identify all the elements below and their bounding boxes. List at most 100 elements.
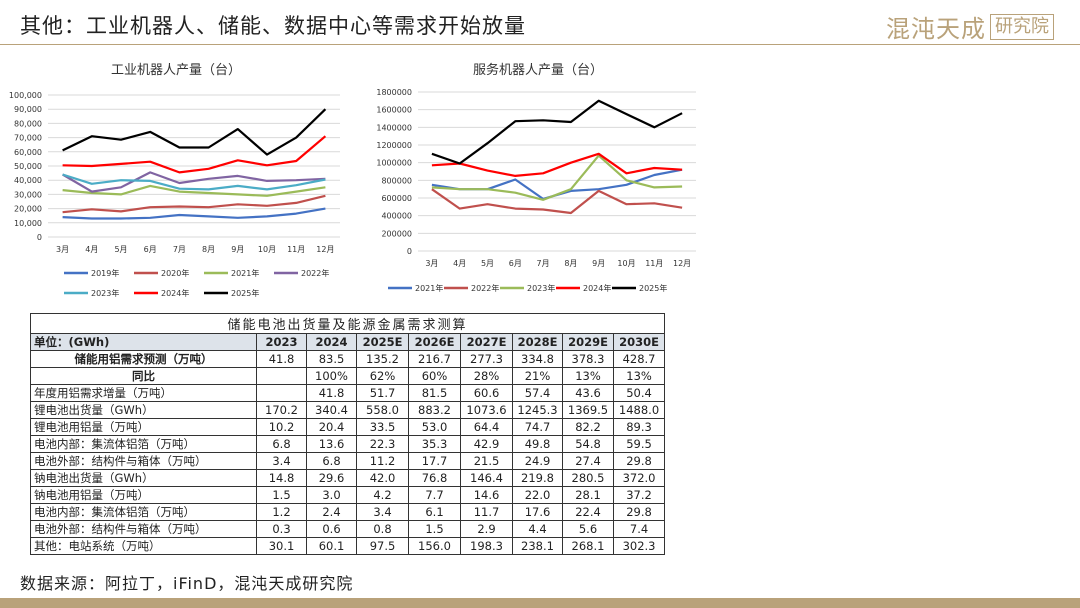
series-line-2023年 [431, 154, 683, 201]
column-header-year: 2028E [512, 333, 563, 351]
table-cell: 428.7 [612, 350, 666, 368]
table-cell: 54.8 [562, 435, 614, 453]
chart-title: 工业机器人产量（台） [111, 63, 241, 78]
table-cell [256, 367, 307, 385]
table-cell: 29.8 [612, 452, 666, 470]
legend-label: 2023年 [91, 288, 119, 298]
table-cell: 6.1 [408, 503, 461, 521]
table-cell: 97.5 [356, 537, 409, 555]
table-cell: 100% [306, 367, 357, 385]
x-tick-label: 9月 [592, 259, 605, 268]
row-label: 电池内部：集流体铝箔（万吨） [30, 503, 257, 521]
table-cell: 89.3 [612, 418, 666, 436]
data-source-note: 数据来源：阿拉丁，iFinD，混沌天成研究院 [20, 574, 354, 593]
table-cell: 558.0 [356, 401, 409, 419]
y-tick-label: 400000 [381, 212, 412, 221]
table-cell: 268.1 [562, 537, 614, 555]
y-tick-label: 1000000 [376, 159, 412, 168]
series-line-2020年 [62, 194, 326, 214]
y-tick-label: 40,000 [14, 176, 42, 185]
table-cell: 216.7 [408, 350, 461, 368]
y-tick-label: 50,000 [14, 162, 42, 171]
table-cell: 1.5 [408, 520, 461, 538]
page-title: 其他：工业机器人、储能、数据中心等需求开始放量 [20, 14, 526, 38]
column-header-year: 2025E [356, 333, 409, 351]
legend-label: 2024年 [161, 288, 189, 298]
x-tick-label: 8月 [202, 245, 215, 254]
table-row: 其他：电站系统（万吨） 30.1 60.1 97.5 156.0 198.3 238.1 26… [30, 537, 666, 555]
table-cell: 146.4 [460, 469, 513, 487]
y-tick-label: 30,000 [14, 190, 42, 199]
x-tick-label: 11月 [645, 259, 663, 268]
x-tick-label: 7月 [537, 259, 550, 268]
table-cell: 4.4 [512, 520, 563, 538]
footer-bar [0, 598, 1080, 608]
y-tick-label: 60,000 [14, 148, 42, 157]
x-tick-label: 3月 [56, 245, 69, 254]
x-tick-label: 9月 [231, 245, 244, 254]
table-cell: 6.8 [256, 435, 307, 453]
legend-label: 2025年 [231, 288, 259, 298]
table-cell: 1488.0 [612, 401, 666, 419]
y-tick-label: 0 [37, 233, 42, 242]
x-tick-label: 10月 [258, 245, 276, 254]
table-cell: 17.6 [512, 503, 563, 521]
y-tick-label: 600000 [381, 194, 412, 203]
chart-title: 服务机器人产量（台） [473, 62, 603, 78]
x-tick-label: 5月 [114, 245, 127, 254]
row-label: 钠电池出货量（GWh） [30, 469, 257, 487]
legend-label: 2022年 [301, 268, 329, 278]
y-tick-label: 1400000 [376, 123, 412, 132]
chart-svg: 工业机器人产量（台） 0 10,000 20,000 30,000 40,000 50,00… [9, 63, 340, 298]
row-label: 电池内部：集流体铝箔（万吨） [30, 435, 257, 453]
y-tick-label: 1800000 [376, 88, 412, 97]
table-cell: 57.4 [512, 384, 563, 402]
legend-label: 2022年 [471, 283, 499, 293]
table-cell: 64.4 [460, 418, 513, 436]
table-cell: 198.3 [460, 537, 513, 555]
table-cell: 277.3 [460, 350, 513, 368]
y-tick-label: 10,000 [14, 219, 42, 228]
column-header-unit: 单位：(GWh) [30, 333, 257, 351]
legend-label: 2023年 [527, 283, 555, 293]
table-cell: 14.6 [460, 486, 513, 504]
y-tick-label: 1200000 [376, 141, 412, 150]
x-tick-label: 4月 [85, 245, 98, 254]
legend-label: 2021年 [231, 268, 259, 278]
y-tick-label: 200000 [381, 229, 412, 238]
row-label: 同比 [30, 367, 257, 385]
table-cell: 49.8 [512, 435, 563, 453]
table-cell: 6.8 [306, 452, 357, 470]
y-tick-label: 70,000 [14, 134, 42, 143]
x-tick-label: 12月 [316, 245, 334, 254]
table-cell: 41.8 [306, 384, 357, 402]
legend-label: 2019年 [91, 268, 119, 278]
table-cell: 60.1 [306, 537, 357, 555]
table-cell: 83.5 [306, 350, 357, 368]
brand-logo: 混沌天成 研究院 [886, 9, 1054, 44]
table-cell: 59.5 [612, 435, 666, 453]
service-robot-chart: 服务机器人产量（台） 0 200000 400000 600000 800000 10000… [362, 55, 702, 305]
x-tick-label: 12月 [673, 259, 691, 268]
series-line-2021年 [62, 184, 326, 197]
table-cell: 3.0 [306, 486, 357, 504]
table-cell: 170.2 [256, 401, 307, 419]
table-cell: 43.6 [562, 384, 614, 402]
column-header-year: 2023 [256, 333, 307, 351]
table-cell: 2.9 [460, 520, 513, 538]
table-cell [256, 384, 307, 402]
table-row: 电池内部：集流体铝箔（万吨） 1.2 2.4 3.4 6.1 11.7 17.6 22.4 29… [30, 503, 666, 521]
table-row: 钠电池用铝量（万吨） 1.5 3.0 4.2 7.7 14.6 22.0 28.1 37.2 [30, 486, 666, 504]
series-line-2022年 [62, 171, 326, 193]
y-tick-label: 90,000 [14, 105, 42, 114]
table-cell: 33.5 [356, 418, 409, 436]
table-cell: 60.6 [460, 384, 513, 402]
table-cell: 883.2 [408, 401, 461, 419]
table-title: 储能电池出货量及能源金属需求测算 [29, 313, 666, 334]
table-cell: 22.4 [562, 503, 614, 521]
column-header-year: 2026E [408, 333, 461, 351]
table-cell: 7.7 [408, 486, 461, 504]
table-cell: 5.6 [562, 520, 614, 538]
table-cell: 280.5 [562, 469, 614, 487]
table-cell: 13% [562, 367, 614, 385]
